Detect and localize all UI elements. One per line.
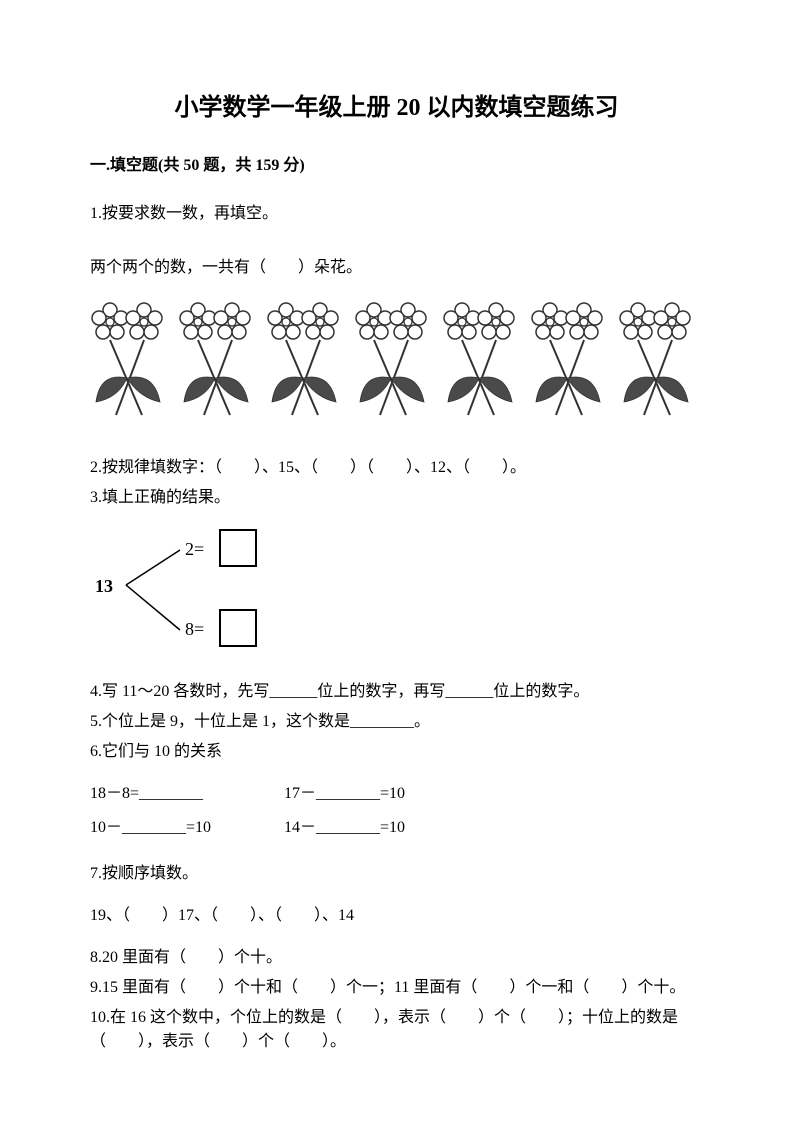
question-9: 9.15 里面有（ ）个十和（ ）个一；11 里面有（ ）个一和（ ）个十。 bbox=[90, 976, 703, 1000]
q6-eq1a: 18－8=________ bbox=[90, 782, 280, 806]
flower-pair-icon bbox=[530, 300, 608, 420]
flower-group bbox=[618, 300, 696, 420]
diagram-bot-label: 8= bbox=[185, 619, 204, 639]
flower-pair-icon bbox=[90, 300, 168, 420]
question-1-line2: 两个两个的数，一共有（ ）朵花。 bbox=[90, 256, 703, 280]
flower-group bbox=[530, 300, 608, 420]
flower-pair-icon bbox=[354, 300, 432, 420]
flower-group bbox=[178, 300, 256, 420]
flower-pair-icon bbox=[442, 300, 520, 420]
flower-group bbox=[442, 300, 520, 420]
question-3: 3.填上正确的结果。 bbox=[90, 486, 703, 510]
flower-pair-icon bbox=[266, 300, 344, 420]
diagram-bot-box bbox=[220, 610, 256, 646]
page-title: 小学数学一年级上册 20 以内数填空题练习 bbox=[90, 90, 703, 126]
flower-pair-icon bbox=[178, 300, 256, 420]
flower-group bbox=[90, 300, 168, 420]
flower-group bbox=[354, 300, 432, 420]
question-2: 2.按规律填数字：（ ）、15、（ ）（ ）、12、（ ）。 bbox=[90, 456, 703, 480]
flower-pair-icon bbox=[618, 300, 696, 420]
question-10: 10.在 16 这个数中，个位上的数是（ ），表示（ ）个（ ）；十位上的数是（… bbox=[90, 1006, 703, 1054]
section-header: 一.填空题(共 50 题，共 159 分) bbox=[90, 154, 703, 178]
split-diagram: 13 2= 8= bbox=[90, 522, 703, 652]
question-1-line1: 1.按要求数一数，再填空。 bbox=[90, 202, 703, 226]
flowers-row bbox=[90, 300, 703, 420]
question-7-seq: 19、（ ）17、（ ）、（ ）、14 bbox=[90, 904, 703, 928]
q6-eq1b: 17－________=10 bbox=[284, 782, 474, 806]
question-6: 6.它们与 10 的关系 bbox=[90, 740, 703, 764]
q6-eq-row-2: 10－________=10 14－________=10 bbox=[90, 816, 703, 840]
question-4: 4.写 11～20 各数时，先写______位上的数字，再写______位上的数… bbox=[90, 680, 703, 704]
diagram-top-box bbox=[220, 530, 256, 566]
diagram-top-label: 2= bbox=[185, 539, 204, 559]
question-5: 5.个位上是 9，十位上是 1，这个数是________。 bbox=[90, 710, 703, 734]
q6-eq2b: 14－________=10 bbox=[284, 816, 474, 840]
question-7: 7.按顺序填数。 bbox=[90, 862, 703, 886]
q6-eq-row-1: 18－8=________ 17－________=10 bbox=[90, 782, 703, 806]
q6-eq2a: 10－________=10 bbox=[90, 816, 280, 840]
diagram-root-text: 13 bbox=[95, 576, 113, 596]
question-8: 8.20 里面有（ ）个十。 bbox=[90, 946, 703, 970]
flower-group bbox=[266, 300, 344, 420]
